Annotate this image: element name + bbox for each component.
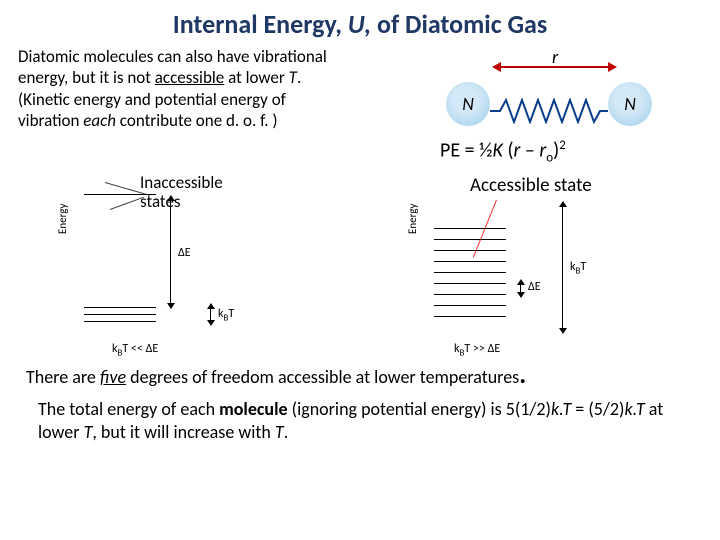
kBT-label-left: kBT [218,307,234,323]
intro-l2a: energy, but it is not [18,67,155,88]
r-arrow-line [498,66,612,68]
inaccessible-label: Inaccessible states [140,174,223,211]
title-U: U, [348,8,371,40]
left-caption: kBT << ΔE [112,342,158,358]
bottom-text: There are five degrees of freedom access… [0,366,720,443]
level-low2 [84,314,156,315]
r-l7 [434,294,506,295]
y-axis-left: Energy [56,204,69,234]
te-eq: = (5/2) [571,398,624,420]
level-low3 [84,321,156,322]
fv-pre: There are [26,366,100,388]
energy-diagrams: Inaccessible states Energy ΔE kBT kBT <<… [0,166,720,364]
intro-l4a: vibration [18,110,83,131]
accessible-diagram: Accessible state Energy kBT ΔE kBT >> ΔE [400,174,660,364]
rc-rest: T >> ΔE [464,342,500,356]
r-l6 [434,283,506,284]
r-l2 [434,239,506,240]
right-caption: kBT >> ΔE [454,342,500,358]
r-l8 [434,305,506,306]
intro-l4i: each [83,110,116,131]
intro-l3: (Kinetic energy and potential energy of [18,89,286,110]
kT2: T [580,260,586,274]
deltaE-arrow-right [520,284,521,293]
eq-minus: – [520,139,539,163]
title-pre: Internal Energy, [173,8,348,40]
intro-l2e: . [297,67,301,88]
level-upper [84,194,156,195]
fv-post: degrees of freedom accessible at lower t… [126,366,519,388]
atom-left: N [446,82,490,126]
intro-l1: Diatomic molecules can also have vibrati… [18,46,327,67]
y-axis-right: Energy [406,204,419,234]
atom-right-label: N [624,93,636,115]
deltaE-label-right: ΔE [528,280,541,294]
intro-l2b: at lower [224,67,288,88]
te-T2: T [275,421,284,443]
kBT-label-right: kBT [570,260,586,276]
kBT-arrow-right [562,206,563,329]
te-pre: The total energy of each [38,398,219,420]
eq-K: K [493,139,503,163]
intro-l4b: contribute one d. o. f. ) [116,110,278,131]
molecule-diagram: r N N PE = ½K (r – ro)2 [388,46,702,166]
atom-right: N [608,82,652,126]
pe-equation: PE = ½K (r – ro)2 [440,138,566,166]
total-energy-text: The total energy of each molecule (ignor… [26,398,694,443]
r-arrow-right [608,62,617,72]
kBT-arrow-left [210,308,211,321]
te-kT1: k.T [551,398,571,420]
kT1: T [228,307,234,321]
r-arrow-left [492,62,501,72]
spring-icon [490,98,608,124]
level-low1 [84,307,156,308]
upper-content: Diatomic molecules can also have vibrati… [0,46,720,166]
title-post: of Diatomic Gas [371,8,547,40]
lc-rest: T << ΔE [122,342,158,356]
eq-sq: 2 [559,138,566,153]
r-label: r [552,46,558,68]
te-mol: molecule [219,398,287,420]
r-l9 [434,316,506,317]
r-l3 [434,250,506,251]
eq-open: ( [503,139,514,163]
inaccessible-diagram: Inaccessible states Energy ΔE kBT kBT <<… [50,174,310,364]
r-l4 [434,261,506,262]
atom-left-label: N [462,93,474,115]
te-period: . [284,421,289,443]
fv-five: five [100,366,126,388]
eq-pe: PE = ½ [440,139,493,163]
te-kT2: k.T [624,398,644,420]
page-title: Internal Energy, U, of Diatomic Gas [0,0,720,46]
intro-l2u: accessible [155,67,224,88]
intro-l2T: T [289,67,297,88]
five-dof-line: There are five degrees of freedom access… [26,366,694,388]
te-mid: (ignoring potential energy) is 5(1/2) [288,398,551,420]
ptr-to-upper2 [110,197,144,210]
intro-text: Diatomic molecules can also have vibrati… [18,46,388,166]
r-l5 [434,272,506,273]
deltaE-arrow [170,200,171,304]
te-end: , but it will increase with [92,421,275,443]
deltaE-label-left: ΔE [178,246,191,260]
r-l1 [434,228,506,229]
accessible-label: Accessible state [470,174,592,197]
